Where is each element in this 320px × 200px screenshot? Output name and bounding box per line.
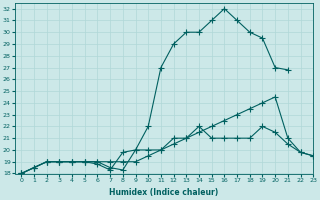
X-axis label: Humidex (Indice chaleur): Humidex (Indice chaleur): [109, 188, 219, 197]
